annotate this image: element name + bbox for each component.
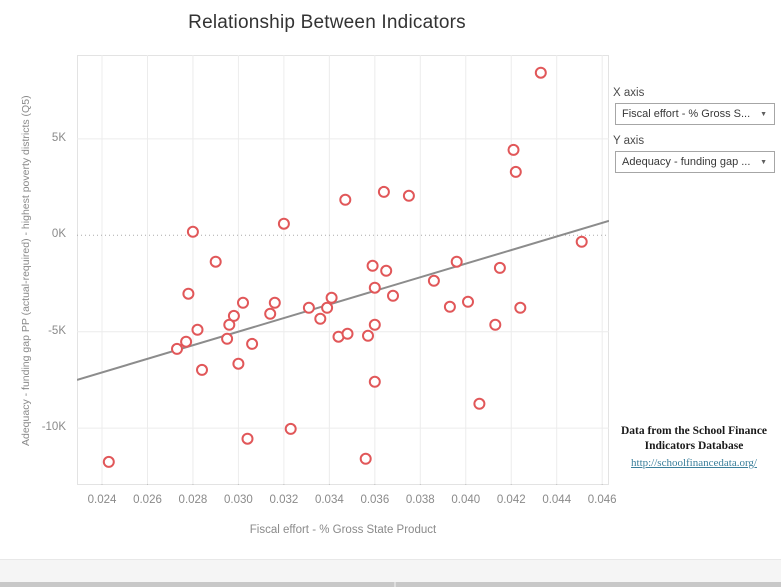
data-point[interactable] [380,264,393,277]
bottom-strip [0,559,781,583]
chart-title: Relationship Between Indicators [188,12,466,33]
data-point[interactable] [462,295,474,308]
data-point[interactable] [237,296,249,309]
data-point[interactable] [507,143,520,156]
data-point[interactable] [223,318,236,331]
y-tick-label: -10K [41,421,66,434]
data-point[interactable] [246,337,259,350]
x-axis-control-label: X axis [613,87,645,99]
x-tick-label: 0.040 [451,494,481,506]
data-point[interactable] [339,193,352,206]
data-point[interactable] [493,261,506,274]
data-point[interactable] [209,255,222,268]
data-point[interactable] [264,307,277,320]
data-point[interactable] [241,432,254,445]
data-point[interactable] [473,397,486,410]
data-point[interactable] [387,289,399,302]
source-annotation: Data from the School Finance Indicators … [608,424,780,471]
data-point[interactable] [314,312,327,325]
data-point[interactable] [427,274,440,287]
bottom-toolbar-edge [0,582,781,587]
source-text-line2: Indicators Database [644,440,744,452]
data-point[interactable] [284,422,297,435]
data-point[interactable] [302,301,315,314]
scatter-plot [77,55,609,485]
data-point[interactable] [362,329,374,342]
data-point[interactable] [196,363,208,376]
y-tick-label: 0K [51,228,66,241]
x-axis-select[interactable]: Fiscal effort - % Gross S... ▼ [615,103,775,125]
data-point[interactable] [180,335,193,348]
y-axis-select[interactable]: Adequacy - funding gap ... ▼ [615,151,775,173]
trend-line [77,219,609,381]
x-axis-title: Fiscal effort - % Gross State Product [249,524,437,536]
toolbar-seam [394,582,396,587]
data-point[interactable] [186,225,199,238]
data-point[interactable] [443,300,456,313]
y-tick-label: 5K [51,131,66,144]
data-point[interactable] [450,255,463,268]
data-point[interactable] [534,66,547,79]
data-point[interactable] [402,189,415,202]
data-point[interactable] [366,259,379,272]
source-text-line1: Data from the School Finance [620,425,768,437]
x-tick-label: 0.044 [542,494,572,506]
y-axis-select-value: Adequacy - funding gap ... [622,156,751,168]
x-tick-label: 0.046 [587,494,617,506]
y-axis-control-label: Y axis [613,135,645,147]
x-axis-select-value: Fiscal effort - % Gross S... [622,108,751,120]
data-point[interactable] [268,296,281,309]
x-tick-label: 0.030 [224,494,253,506]
data-point[interactable] [368,318,381,331]
data-point[interactable] [227,309,240,322]
data-point[interactable] [368,375,381,388]
data-point[interactable] [171,342,183,355]
data-point[interactable] [221,332,234,345]
data-point[interactable] [377,185,390,198]
x-tick-label: 0.036 [360,494,390,506]
data-point[interactable] [341,327,354,340]
x-tick-label: 0.034 [314,494,344,506]
x-tick-label: 0.042 [496,494,526,506]
chevron-down-icon: ▼ [760,158,767,166]
data-point[interactable] [514,301,527,314]
plot-area-border [77,55,609,485]
data-point[interactable] [368,281,381,294]
data-point[interactable] [232,357,245,370]
source-link[interactable]: http://schoolfinancedata.org/ [631,457,757,469]
x-tick-label: 0.026 [133,494,162,506]
x-tick-label: 0.024 [87,494,117,506]
data-point[interactable] [359,452,372,465]
data-point[interactable] [509,165,522,178]
x-tick-label: 0.038 [405,494,435,506]
x-tick-label: 0.028 [178,494,208,506]
data-point[interactable] [325,291,338,304]
data-point[interactable] [182,287,195,300]
data-point[interactable] [321,301,334,314]
y-axis-title: Adequacy - funding gap PP (actual-requir… [20,95,32,447]
data-point[interactable] [575,235,588,248]
data-point[interactable] [277,217,290,230]
x-tick-label: 0.032 [269,494,299,506]
data-point[interactable] [191,323,204,336]
y-tick-label: -5K [48,324,66,337]
data-point[interactable] [489,318,502,331]
chevron-down-icon: ▼ [760,110,767,118]
data-point[interactable] [102,455,115,468]
